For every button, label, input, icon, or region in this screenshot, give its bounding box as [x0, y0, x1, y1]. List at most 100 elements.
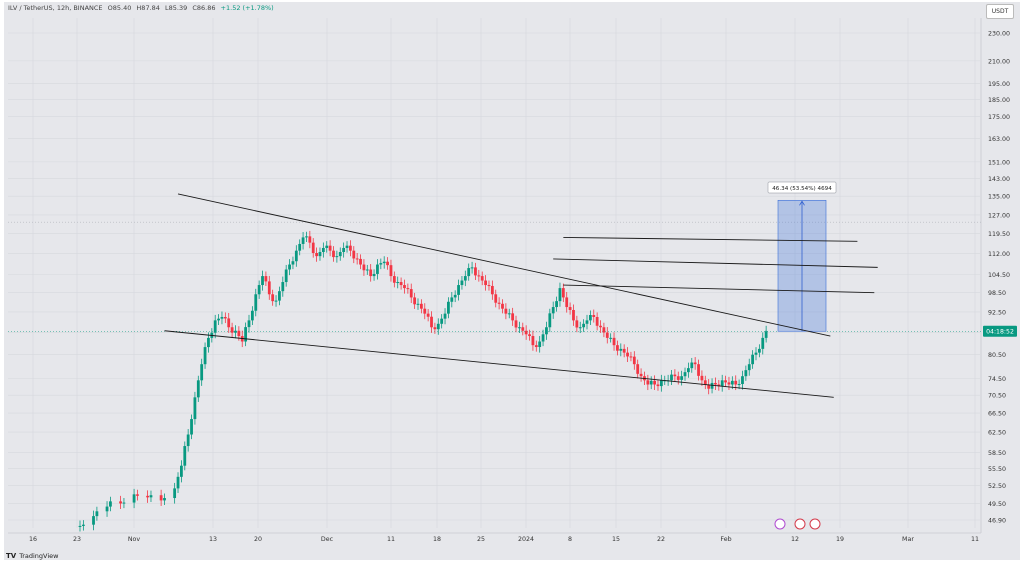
y-tick-label: 62.50 — [988, 430, 1006, 437]
candle-body — [528, 334, 531, 337]
y-tick-label: 151.00 — [988, 159, 1010, 166]
candle-body — [697, 364, 700, 376]
candle-body — [321, 247, 325, 253]
candle-body — [430, 316, 433, 328]
candle-body — [761, 337, 765, 349]
symbol-title[interactable]: ILV / TetherUS, 12h, BINANCE — [8, 4, 103, 12]
candle-body — [690, 362, 694, 369]
candle-body — [389, 265, 393, 277]
y-tick-label: 58.50 — [988, 450, 1006, 457]
y-tick-label: 175.00 — [988, 114, 1010, 121]
candle-body — [507, 313, 511, 315]
y-tick-label: 46.90 — [988, 518, 1006, 525]
brand-name: TradingView — [19, 552, 59, 560]
change-value: +1.52 (+1.78%) — [220, 4, 274, 12]
candle-body — [254, 294, 258, 311]
candle-body — [223, 316, 227, 319]
current-price-badge-text: 04:18:52 — [986, 329, 1014, 336]
candle-body — [514, 320, 518, 328]
candle-body — [457, 285, 460, 295]
candle-body — [703, 380, 707, 385]
candle-body — [632, 356, 636, 365]
x-tick-label: 15 — [612, 536, 620, 543]
candle-body — [315, 253, 318, 257]
candle-body — [518, 327, 521, 329]
candle-body — [737, 384, 741, 386]
candle-body — [741, 376, 744, 385]
candle-body — [281, 282, 285, 292]
candle-body — [200, 364, 204, 381]
candle-body — [572, 309, 575, 321]
trendline — [563, 236, 858, 242]
y-tick-label: 119.50 — [988, 231, 1010, 238]
candle-body — [524, 330, 528, 335]
candle-body — [497, 302, 501, 304]
candle-body — [609, 337, 613, 339]
candle-body — [136, 494, 139, 496]
candle-body — [278, 291, 281, 301]
candle-body — [687, 368, 690, 373]
candle-body — [626, 352, 629, 357]
candle-body — [301, 237, 305, 244]
candle-body — [717, 384, 721, 387]
trendline — [164, 330, 834, 398]
candle-body — [710, 382, 714, 389]
measure-label-box — [767, 181, 837, 194]
trendline — [553, 258, 878, 268]
candle-body — [288, 264, 291, 270]
x-tick-label: 18 — [433, 536, 441, 543]
y-tick-label: 66.50 — [988, 411, 1006, 418]
currency-button[interactable]: USDT — [986, 4, 1014, 19]
candle-body — [561, 288, 565, 298]
candle-body — [757, 348, 761, 353]
candle-body — [727, 382, 731, 385]
candle-body — [467, 268, 471, 277]
y-tick-label: 80.50 — [988, 352, 1006, 359]
candle-body — [386, 261, 389, 266]
candle-body — [568, 307, 572, 310]
candle-body — [318, 252, 322, 257]
candle-body — [555, 301, 558, 308]
candle-body — [551, 307, 555, 314]
candle-body — [531, 336, 535, 346]
y-tick-label: 163.00 — [988, 136, 1010, 143]
candle-body — [649, 380, 653, 385]
trendline — [177, 193, 831, 337]
candle-body — [349, 245, 352, 251]
x-tick-label: Dec — [321, 536, 334, 543]
candle-body — [271, 294, 275, 302]
candle-body — [173, 488, 177, 499]
candle-body — [416, 303, 420, 305]
candle-body — [659, 380, 663, 387]
candle-body — [95, 511, 99, 517]
candle-body — [612, 337, 616, 346]
low-value: L85.39 — [165, 4, 188, 12]
flag-event-icon — [794, 518, 806, 530]
candle-body — [433, 327, 437, 330]
candle-body — [81, 524, 85, 526]
candle-body — [403, 285, 406, 289]
candle-body — [190, 419, 193, 435]
x-tick-label: Feb — [720, 536, 731, 543]
candle-body — [707, 384, 711, 389]
candle-body — [355, 258, 359, 260]
x-tick-label: Mar — [902, 536, 914, 543]
x-tick-label: 20 — [254, 536, 262, 543]
candle-body — [582, 323, 586, 328]
candle-body — [92, 516, 95, 525]
candle-body — [365, 269, 369, 271]
candle-body — [764, 331, 768, 335]
tradingview-logo[interactable]: TV — [6, 552, 17, 560]
candle-body — [196, 380, 200, 398]
candle-body — [257, 285, 261, 295]
candle-body — [291, 261, 295, 265]
candle-body — [490, 285, 494, 295]
candle-body — [541, 334, 545, 342]
candle-body — [440, 318, 444, 324]
candle-body — [193, 397, 197, 420]
measure-label: 46.34 (53.54%) 4694 — [772, 186, 832, 192]
candle-body — [565, 297, 569, 308]
candle-body — [619, 348, 623, 351]
candle-body — [234, 330, 237, 333]
